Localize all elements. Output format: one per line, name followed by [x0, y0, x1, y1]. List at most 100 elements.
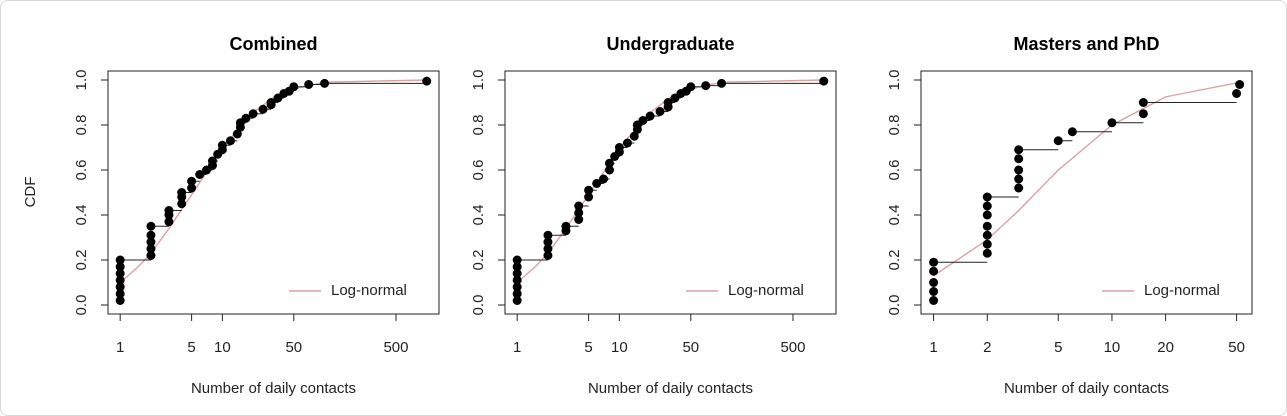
ecdf-point: [1232, 89, 1242, 98]
ecdf-point: [146, 244, 156, 254]
y-tick-label: 0.0: [73, 295, 90, 316]
ecdf-point: [982, 192, 992, 202]
ecdf-point: [232, 129, 242, 139]
x-tick-label: 5: [187, 339, 195, 356]
y-tick-label: 0.6: [886, 160, 903, 181]
ecdf-point: [187, 176, 197, 186]
x-axis-label: Number of daily contacts: [1004, 380, 1169, 397]
x-tick-label: 50: [682, 339, 699, 356]
ecdf-point: [512, 262, 522, 272]
ecdf-point: [929, 296, 939, 305]
ecdf-point: [929, 287, 939, 296]
ecdf-point: [115, 255, 125, 265]
ecdf-point: [982, 248, 992, 258]
ecdf-point: [217, 140, 227, 150]
ecdf-point: [1014, 165, 1024, 175]
ecdf-point: [289, 82, 299, 92]
x-tick-label: 10: [611, 339, 628, 356]
ecdf-point: [982, 221, 992, 231]
ecdf-point: [574, 201, 584, 211]
legend-label: Log-normal: [331, 282, 407, 299]
ecdf-point: [1235, 80, 1245, 89]
ecdf-point: [115, 262, 125, 272]
ecdf-point: [543, 244, 553, 254]
ecdf-point: [584, 185, 594, 195]
ecdf-point: [1014, 154, 1024, 164]
plot-box: [504, 70, 837, 315]
ecdf-point: [645, 111, 655, 121]
ecdf-point: [1138, 98, 1148, 107]
ecdf-point: [115, 269, 125, 278]
ecdf-point: [512, 269, 522, 278]
x-axis-label: Number of daily contacts: [588, 380, 753, 397]
y-tick-label: 0.6: [73, 160, 90, 181]
ecdf-point: [258, 104, 268, 114]
y-tick-label: 0.0: [470, 295, 487, 316]
fitted-curve: [119, 79, 427, 284]
ecdf-point: [146, 237, 156, 247]
ecdf-point: [422, 76, 432, 86]
ecdf-point: [655, 107, 665, 116]
y-tick-label: 0.8: [886, 115, 903, 136]
ecdf-point: [614, 143, 624, 152]
x-tick-label: 1: [513, 339, 521, 356]
ecdf-point: [929, 278, 939, 287]
ecdf-point: [584, 192, 594, 202]
ecdf-point: [115, 296, 125, 305]
fitted-curve: [933, 81, 1245, 277]
ecdf-point: [543, 251, 553, 260]
y-tick-label: 0.8: [73, 115, 90, 136]
y-tick-label: 0.2: [886, 250, 903, 271]
ecdf-point: [146, 230, 156, 240]
ecdf-point: [512, 296, 522, 305]
plot-box: [920, 70, 1253, 315]
ecdf-point: [982, 201, 992, 211]
ecdf-point: [225, 136, 235, 146]
x-tick-label: 50: [1228, 339, 1245, 356]
ecdf-point: [512, 282, 522, 292]
ecdf-point: [929, 257, 939, 267]
ecdf-point: [115, 282, 125, 292]
ecdf-point: [146, 251, 156, 260]
ecdf-point: [629, 131, 639, 141]
x-tick-label: 10: [1104, 339, 1121, 356]
x-tick-label: 10: [214, 339, 231, 356]
ecdf-point: [1014, 174, 1024, 184]
ecdf-point: [266, 98, 276, 107]
y-tick-label: 0.0: [886, 295, 903, 316]
ecdf-point: [512, 275, 522, 285]
legend-label: Log-normal: [1144, 282, 1220, 299]
ecdf-point: [574, 215, 584, 224]
ecdf-point: [1014, 145, 1024, 155]
ecdf-point: [320, 78, 330, 88]
ecdf-point: [819, 76, 829, 86]
ecdf-point: [1138, 109, 1148, 119]
y-tick-label: 0.2: [470, 250, 487, 271]
x-tick-label: 20: [1157, 339, 1174, 356]
x-tick-label: 500: [383, 339, 408, 356]
ecdf-point: [701, 81, 711, 91]
y-tick-label: 0.4: [470, 205, 487, 226]
y-tick-label: 1.0: [470, 70, 487, 91]
ecdf-point: [164, 206, 174, 215]
ecdf-point: [561, 221, 571, 231]
ecdf-point: [207, 156, 217, 166]
y-tick-label: 0.8: [470, 115, 487, 136]
ecdf-point: [982, 239, 992, 249]
ecdf-point: [686, 82, 696, 92]
ecdf-point: [929, 266, 939, 276]
ecdf-point: [512, 255, 522, 265]
ecdf-point: [604, 165, 614, 175]
ecdf-point: [663, 98, 673, 107]
ecdf-point: [574, 208, 584, 218]
x-tick-label: 500: [780, 339, 805, 356]
ecdf-point: [543, 237, 553, 247]
x-tick-label: 1: [929, 339, 937, 356]
x-tick-label: 2: [983, 339, 991, 356]
y-tick-label: 0.4: [73, 205, 90, 226]
ecdf-point: [177, 199, 187, 209]
y-tick-label: 0.6: [470, 160, 487, 181]
ecdf-point: [195, 170, 205, 179]
y-tick-label: 0.4: [886, 205, 903, 226]
